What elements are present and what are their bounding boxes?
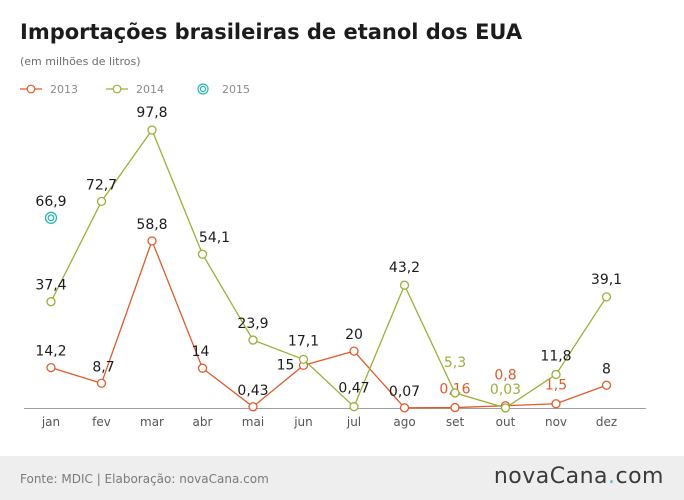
point-2014-jan	[46, 297, 56, 307]
point-2014-mai	[248, 335, 258, 345]
x-tick-label-mai: mai	[242, 415, 264, 429]
data-label-2014-jan: 37,4	[35, 278, 66, 294]
point-2014-set	[450, 388, 460, 398]
legend-item-2014: 2014	[106, 82, 164, 96]
data-label-2013-ago: 0,07	[389, 384, 420, 400]
point-2013-ago	[399, 403, 410, 413]
legend-item-2015: 2015	[192, 82, 250, 96]
x-tick-label-mar: mar	[140, 415, 164, 429]
data-label-2013-abr: 14	[192, 344, 210, 360]
legend-marker-2015	[197, 83, 209, 95]
point-2014-abr	[197, 249, 208, 259]
point-2013-mai	[248, 402, 258, 412]
point-inner-2015-jan	[47, 214, 55, 222]
data-label-2013-dez: 8	[602, 361, 611, 377]
series-line-2013	[50, 239, 607, 409]
chart-legend: 2013 2014 2015	[20, 80, 250, 98]
data-label-2013-fev: 8,7	[92, 359, 114, 375]
point-2014-ago	[399, 280, 410, 290]
x-tick-label-ago: ago	[393, 415, 415, 429]
point-2014-out	[500, 403, 511, 413]
data-label-2014-mar: 97,8	[136, 105, 167, 121]
series-line-2014	[50, 128, 608, 409]
data-label-2014-jun: 17,1	[288, 333, 319, 349]
point-2013-dez	[601, 380, 612, 390]
line-chart: jan fev mar abr mai jun jul ago set out nov dez 14,2…	[24, 105, 646, 429]
x-tick-label-jul: jul	[346, 415, 361, 429]
point-2014-dez	[601, 292, 612, 302]
data-label-2013-jul: 20	[345, 327, 363, 343]
point-2014-mar	[147, 125, 157, 135]
point-2013-abr	[197, 363, 208, 373]
data-label-2014-out: 0,03	[490, 382, 521, 398]
point-2014-fev	[96, 196, 107, 206]
data-label-2013-jan: 14,2	[35, 344, 66, 360]
legend-marker-2014	[106, 84, 128, 94]
data-label-2015-jan: 66,9	[35, 194, 66, 210]
data-label-2013-jun: 15	[277, 357, 295, 373]
data-label-2013-mar: 58,8	[136, 217, 167, 233]
legend-label-2013: 2013	[50, 82, 78, 96]
x-tick-label-jun: jun	[293, 415, 313, 429]
point-2013-jan	[46, 362, 56, 373]
legend-label-2014: 2014	[136, 82, 164, 96]
chart-title: Importações brasileiras de etanol dos EU…	[20, 20, 523, 44]
data-label-2014-mai: 23,9	[237, 316, 268, 332]
point-2013-jul	[349, 346, 359, 356]
point-2013-set	[450, 402, 460, 413]
data-label-2013-out: 0,8	[494, 368, 516, 384]
x-tick-label-dez: dez	[596, 415, 617, 429]
data-label-2014-set: 5,3	[444, 355, 466, 371]
data-label-2013-nov: 1,5	[545, 378, 567, 394]
data-label-2014-jul: 0,47	[338, 381, 369, 397]
data-label-2014-abr: 54,1	[199, 230, 230, 246]
data-label-2014-fev: 72,7	[86, 177, 117, 193]
data-label-2014-nov: 11,8	[540, 348, 571, 364]
source-note: Fonte: MDIC | Elaboração: novaCana.com	[20, 472, 269, 486]
point-2013-mar	[147, 236, 157, 246]
point-2014-jun	[298, 354, 309, 365]
x-tick-label-jan: jan	[41, 415, 60, 429]
x-tick-label-set: set	[446, 415, 465, 429]
legend-marker-2013	[20, 84, 42, 94]
point-2014-nov	[551, 369, 561, 380]
data-label-2013-mai: 0,43	[237, 383, 268, 399]
legend-label-2015: 2015	[222, 82, 250, 96]
x-tick-label-nov: nov	[545, 415, 567, 429]
chart-subtitle: (em milhões de litros)	[20, 55, 141, 68]
x-tick-label-abr: abr	[193, 415, 213, 429]
point-2013-nov	[551, 399, 561, 409]
novacana-logo: novaCana.com	[493, 464, 664, 489]
x-tick-label-out: out	[496, 415, 516, 429]
data-label-2014-ago: 43,2	[389, 260, 420, 276]
legend-item-2013: 2013	[20, 82, 78, 96]
x-tick-label-fev: fev	[92, 415, 111, 429]
data-label-2014-dez: 39,1	[591, 272, 622, 288]
point-2014-jul	[349, 402, 359, 412]
point-2013-fev	[96, 378, 107, 388]
footer-bar: Fonte: MDIC | Elaboração: novaCana.com n…	[0, 456, 684, 500]
